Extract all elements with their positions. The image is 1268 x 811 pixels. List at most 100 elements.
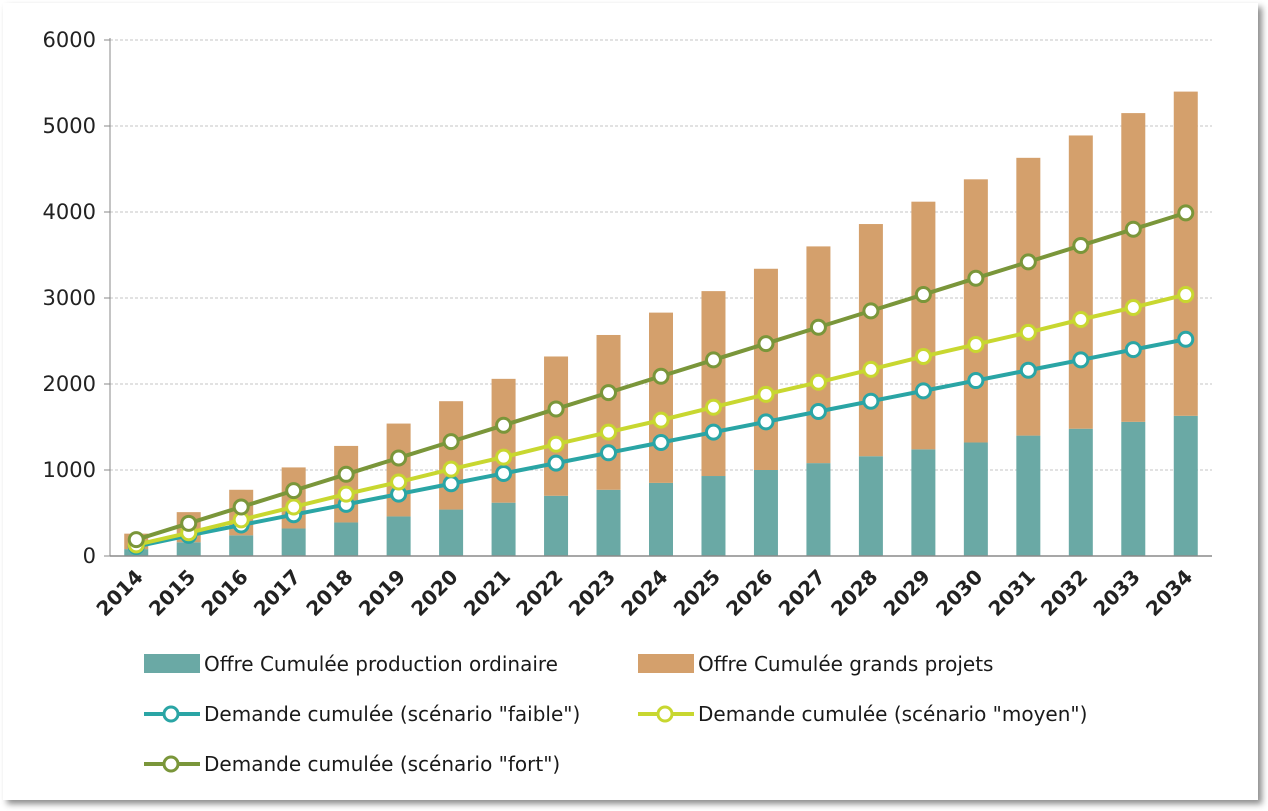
legend-label-series-2: Demande cumulée (scénario "faible") — [204, 702, 580, 726]
point-series-2 — [704, 423, 722, 441]
point-series-2 — [967, 372, 985, 390]
point-series-3 — [337, 485, 355, 503]
point-series-3 — [809, 373, 827, 391]
point-series-3 — [757, 385, 775, 403]
x-tick-label: 2034 — [1141, 565, 1197, 621]
bar-series-0 — [386, 516, 411, 556]
point-series-4 — [757, 335, 775, 353]
bar-series-0 — [1173, 415, 1198, 556]
point-series-3 — [495, 448, 513, 466]
point-series-4 — [862, 302, 880, 320]
x-tick-label: 2032 — [1036, 565, 1092, 621]
bar-series-1 — [858, 224, 883, 457]
x-tick-label: 2030 — [931, 565, 987, 621]
point-series-2 — [652, 433, 670, 451]
point-series-4 — [809, 318, 827, 336]
bar-series-1 — [753, 268, 778, 470]
bar-series-0 — [858, 456, 883, 556]
bar-series-0 — [1121, 421, 1146, 556]
point-series-3 — [600, 423, 618, 441]
bar-series-0 — [753, 470, 778, 556]
point-series-2 — [914, 382, 932, 400]
y-tick-label: 3000 — [43, 286, 96, 310]
x-tick-label: 2024 — [616, 565, 672, 621]
point-series-3 — [1177, 286, 1195, 304]
x-tick-label: 2017 — [249, 565, 305, 621]
bar-series-0 — [176, 542, 201, 556]
point-series-4 — [285, 482, 303, 500]
point-series-4 — [127, 531, 145, 549]
bar-series-0 — [911, 449, 936, 556]
legend-label-series-1: Offre Cumulée grands projets — [698, 652, 993, 676]
bar-series-1 — [806, 246, 831, 464]
bar-series-0 — [281, 528, 306, 556]
x-tick-label: 2019 — [354, 565, 410, 621]
point-series-2 — [1177, 330, 1195, 348]
y-tick-label: 4000 — [43, 200, 96, 224]
point-series-2 — [600, 444, 618, 462]
bar-series-0 — [544, 495, 569, 556]
bar-series-0 — [1068, 428, 1093, 556]
point-series-3 — [1019, 323, 1037, 341]
x-tick-label: 2015 — [144, 565, 200, 621]
x-tick-label: 2022 — [511, 565, 567, 621]
bar-series-1 — [596, 334, 621, 490]
chart-frame — [3, 3, 1258, 800]
x-tick-label: 2021 — [459, 565, 515, 621]
point-series-3 — [704, 398, 722, 416]
bar-series-1 — [1173, 91, 1198, 416]
legend-label-series-3: Demande cumulée (scénario "moyen") — [698, 702, 1087, 726]
bar-series-0 — [1016, 435, 1041, 556]
point-series-2 — [862, 392, 880, 410]
point-series-4 — [180, 514, 198, 532]
x-tick-label: 2025 — [669, 565, 725, 621]
point-series-4 — [495, 416, 513, 434]
point-series-3 — [1072, 311, 1090, 328]
x-tick-label: 2027 — [774, 565, 830, 621]
point-series-4 — [547, 400, 565, 418]
bar-series-1 — [649, 312, 673, 483]
point-series-4 — [1177, 204, 1195, 222]
bar-series-1 — [1068, 135, 1093, 429]
point-series-3 — [285, 498, 303, 516]
x-tick-label: 2020 — [406, 565, 462, 621]
x-tick-label: 2033 — [1088, 565, 1144, 621]
point-series-4 — [1072, 237, 1090, 255]
bar-series-0 — [701, 476, 726, 556]
legend-swatch-series-1 — [638, 654, 694, 673]
point-series-3 — [914, 347, 932, 365]
point-series-2 — [1072, 351, 1090, 369]
y-tick-label: 5000 — [43, 114, 96, 138]
x-tick-label: 2023 — [564, 565, 620, 621]
bar-series-0 — [229, 535, 254, 556]
point-series-2 — [547, 454, 565, 472]
x-tick-label: 2018 — [301, 565, 357, 621]
bar-series-0 — [596, 489, 621, 556]
x-tick-label: 2029 — [879, 565, 935, 621]
point-series-3 — [652, 411, 670, 429]
bar-series-0 — [963, 442, 988, 556]
point-series-2 — [809, 403, 827, 421]
point-series-4 — [914, 286, 932, 304]
y-tick-label: 0 — [83, 544, 96, 568]
bar-series-1 — [963, 179, 988, 443]
point-series-3 — [967, 335, 985, 353]
bar-series-0 — [334, 522, 359, 556]
point-series-3 — [442, 460, 460, 478]
x-tick-label: 2031 — [984, 565, 1040, 621]
legend-swatch-series-0 — [144, 654, 200, 673]
point-series-2 — [1019, 361, 1037, 379]
bar-series-1 — [491, 378, 516, 503]
legend-marker-series-4 — [162, 755, 180, 773]
x-tick-label: 2028 — [826, 565, 882, 621]
point-series-4 — [652, 367, 670, 385]
x-tick-label: 2026 — [721, 565, 777, 621]
point-series-4 — [704, 351, 722, 369]
point-series-2 — [495, 464, 513, 482]
point-series-4 — [600, 384, 618, 402]
point-series-4 — [442, 433, 460, 451]
legend-label-series-4: Demande cumulée (scénario "fort") — [204, 752, 560, 776]
y-tick-label: 2000 — [43, 372, 96, 396]
bar-series-1 — [1121, 113, 1146, 422]
